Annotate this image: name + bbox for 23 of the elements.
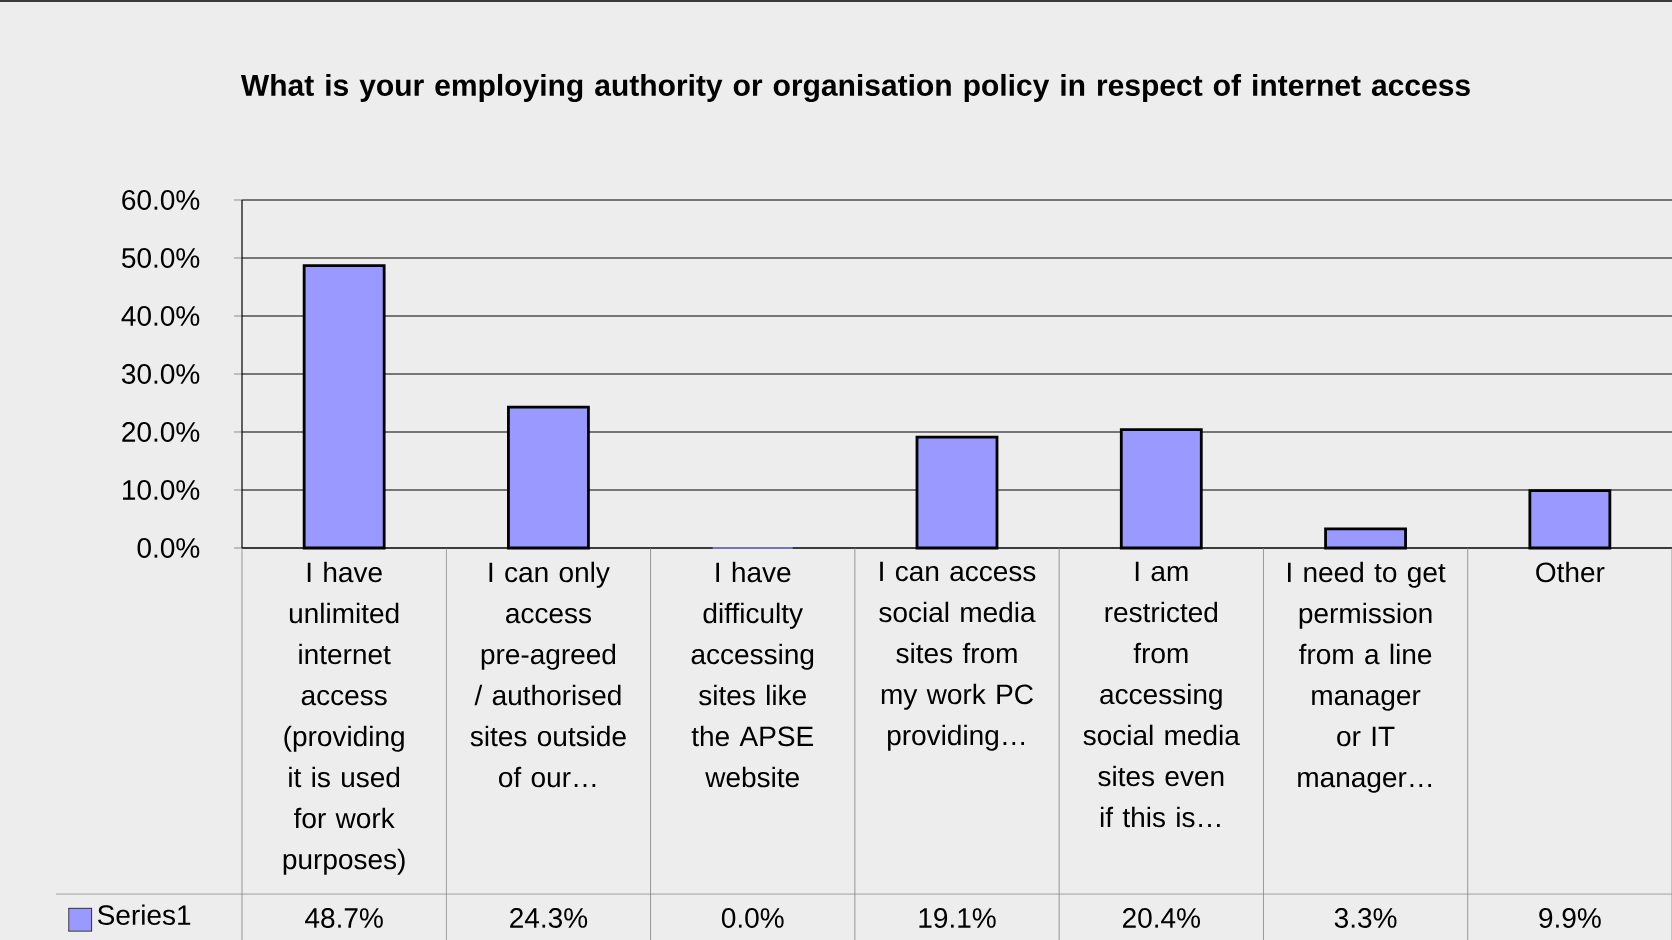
y-tick-label: 10.0% xyxy=(123,480,200,500)
x-tick-label: I am restricted from accessing social media sites even if this is… xyxy=(1083,561,1240,828)
y-tick-label: 30.0% xyxy=(121,364,200,384)
y-tick-label: 40.0% xyxy=(121,306,200,326)
data-label: 24.3% xyxy=(510,908,588,928)
data-label: 0.0% xyxy=(721,908,784,928)
data-label: 20.4% xyxy=(1123,908,1200,928)
legend-label: Series1 xyxy=(97,904,191,926)
y-tick-label: 20.0% xyxy=(122,422,200,442)
x-tick-label: I can access social media sites from my work PC providing… xyxy=(879,561,1036,751)
data-label: 19.1% xyxy=(919,908,996,928)
x-tick-label: I can only access pre-agreed / authorised sites outside of our… xyxy=(470,561,626,788)
y-tick-label: 50.0% xyxy=(122,248,200,268)
data-label: 9.9% xyxy=(1539,908,1601,928)
chart-title: What is your employing authority or organisation policy in respect of internet access xyxy=(240,73,1470,103)
y-tick-label: 0.0% xyxy=(137,538,200,558)
data-label: 3.3% xyxy=(1334,908,1397,928)
x-tick-label: I have unlimited internet access (providing it is used for work purposes) xyxy=(283,561,405,875)
x-tick-label: I need to get permission from a line manager or IT manager… xyxy=(1287,561,1446,793)
x-tick-label: Other xyxy=(1536,561,1605,583)
y-tick-label: 60.0% xyxy=(122,190,200,210)
data-label: 48.7% xyxy=(305,908,383,928)
x-tick-label: I have difficulty accessing sites like the APSE website xyxy=(691,561,814,788)
